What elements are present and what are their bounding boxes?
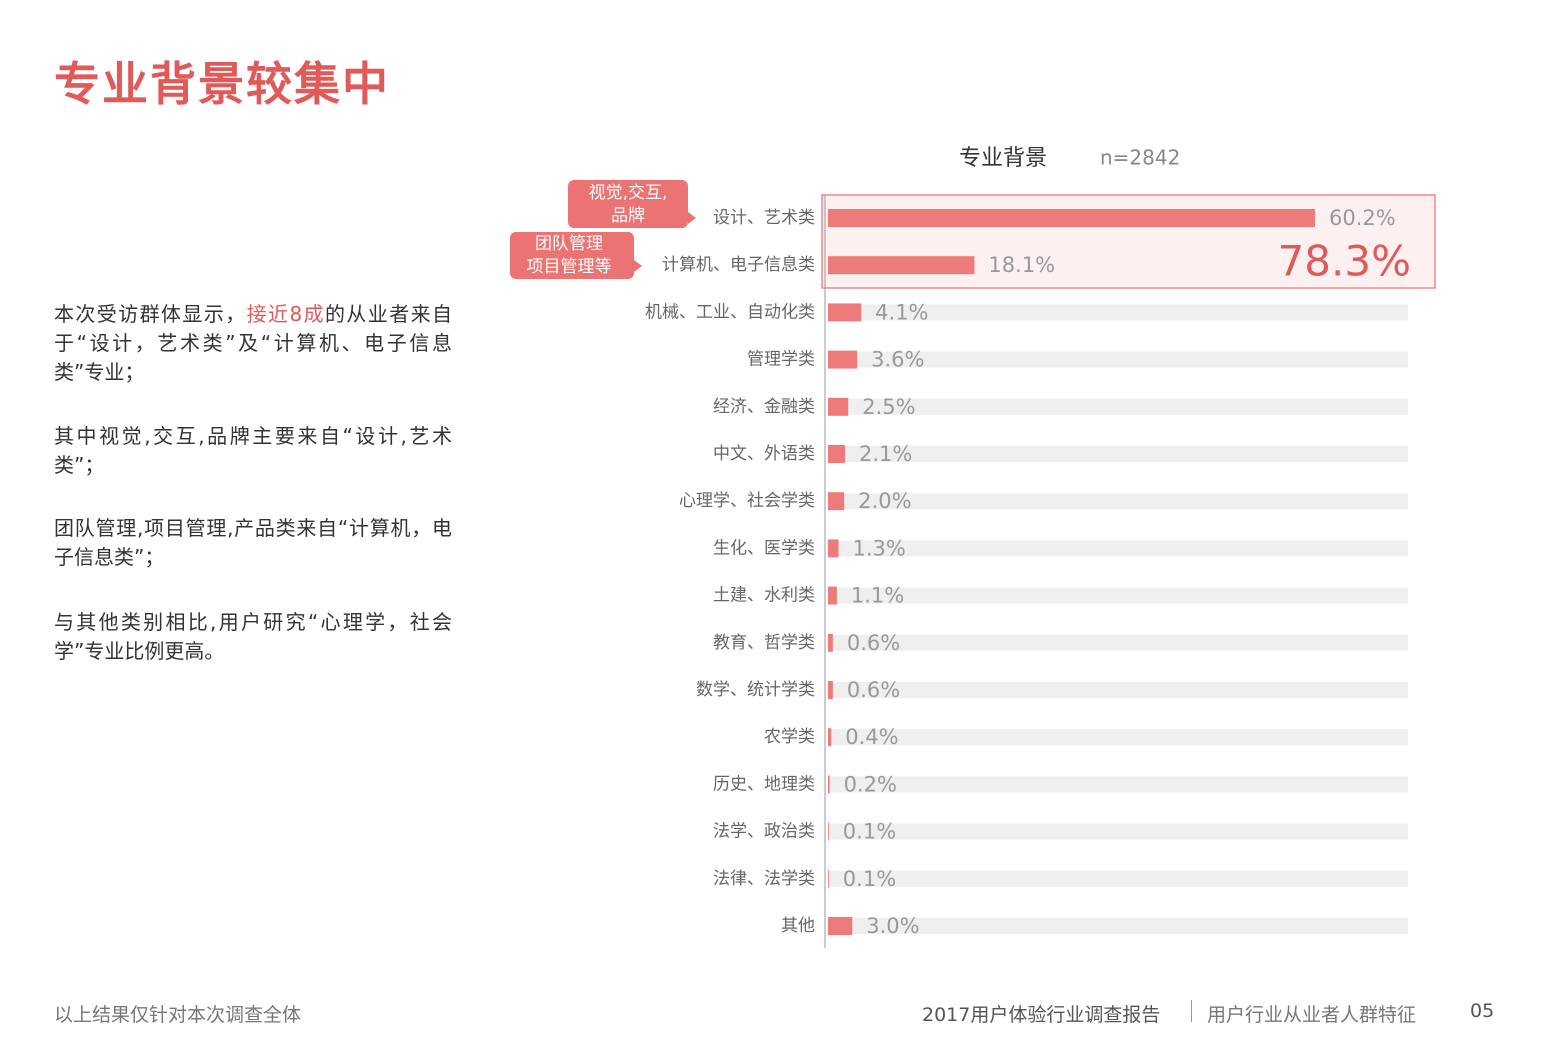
value-label: 60.2%: [1329, 206, 1396, 230]
chart-title: 专业背景: [959, 146, 1047, 171]
bar: [828, 303, 862, 322]
highlight-text: 接近8成: [246, 302, 325, 326]
bar-track: [828, 682, 1408, 698]
value-label: 2.1%: [859, 442, 912, 466]
category-label: 机械、工业、自动化类: [645, 302, 815, 322]
callout-box: [510, 232, 634, 279]
bar: [828, 822, 829, 841]
category-label: 管理学类: [747, 350, 815, 370]
callout: 视觉,交互, 品牌: [568, 180, 696, 228]
value-label: 3.0%: [866, 914, 919, 938]
bar: [828, 256, 975, 275]
category-label: 法学、政治类: [713, 822, 815, 842]
bar-track: [828, 351, 1408, 368]
bar: [828, 775, 830, 794]
value-label: 18.1%: [988, 253, 1055, 277]
bar-track: [828, 729, 1408, 746]
callout-box: [568, 180, 688, 228]
bar-track: [828, 304, 1408, 321]
category-label: 其他: [781, 916, 815, 936]
bar: [828, 633, 833, 652]
bar: [828, 681, 833, 699]
text: 团队管理,项目管理,产品类来自“计算机，电子信息类”；: [54, 516, 452, 569]
callout-arrow: [634, 260, 642, 272]
text: 的从业者来自于“设计，艺术类”及“计算机、电子信息类”专业；: [54, 302, 453, 384]
paragraph: 其中视觉,交互,品牌主要来自“设计,艺术类”；: [54, 422, 452, 480]
bar: [828, 728, 832, 747]
category-label: 法律、法学类: [713, 869, 815, 889]
bar-track: [828, 823, 1408, 840]
category-label: 生化、医学类: [713, 538, 815, 558]
category-label: 数学、统计学类: [696, 680, 815, 700]
text: 本次受访群体显示，: [54, 302, 247, 326]
callout-text: 项目管理等: [527, 257, 612, 277]
report-name: 2017用户体验行业调查报告: [922, 1004, 1161, 1026]
value-label: 1.1%: [851, 584, 904, 608]
category-label: 土建、水利类: [713, 586, 815, 606]
bar-track: [828, 493, 1408, 510]
bar-track: [828, 870, 1408, 887]
separator: [1191, 1000, 1192, 1022]
value-label: 2.0%: [858, 489, 911, 513]
bar: [828, 539, 839, 558]
bar-track: [828, 587, 1408, 604]
category-label: 设计、艺术类: [713, 208, 815, 228]
category-label: 农学类: [764, 727, 815, 747]
category-label: 中文、外语类: [713, 444, 815, 464]
bar-track: [828, 634, 1408, 651]
highlight-total: 78.3%: [1278, 237, 1411, 286]
callout-text: 视觉,交互,: [589, 183, 668, 203]
bar: [828, 209, 1316, 227]
bar-track: [828, 776, 1408, 793]
bar: [828, 397, 849, 416]
bar-track: [828, 540, 1408, 557]
value-label: 0.1%: [843, 820, 896, 844]
page-number: 05: [1470, 1000, 1495, 1022]
value-label: 4.1%: [875, 300, 928, 324]
paragraph: 团队管理,项目管理,产品类来自“计算机，电子信息类”；: [54, 514, 452, 572]
bars: 设计、艺术类 60.2% 计算机、电子信息类 18.1% 机械、工业、自动化类 4.1% 管…: [645, 206, 1408, 938]
text: 其中视觉,交互,品牌主要来自“设计,艺术类”；: [54, 424, 452, 477]
value-label: 0.6%: [847, 631, 900, 655]
category-label: 教育、哲学类: [713, 633, 815, 653]
category-label: 经济、金融类: [713, 397, 815, 417]
value-label: 3.6%: [871, 348, 924, 372]
bar: [828, 917, 853, 935]
text: 与其他类别相比,用户研究“心理学，社会学”专业比例更高。: [54, 610, 452, 663]
value-label: 0.1%: [843, 867, 896, 891]
callout-text: 团队管理: [535, 234, 603, 254]
value-label: 0.6%: [847, 678, 900, 702]
value-label: 1.3%: [853, 536, 906, 560]
footnote: 以上结果仅针对本次调查全体: [54, 1004, 302, 1026]
page-title: 专业背景较集中: [54, 57, 390, 111]
bar-track: [828, 446, 1408, 462]
paragraph: 与其他类别相比,用户研究“心理学，社会学”专业比例更高。: [54, 608, 452, 666]
bar: [828, 492, 845, 511]
bar: [828, 445, 845, 463]
callout: 团队管理 项目管理等: [510, 232, 642, 279]
callout-arrow: [688, 212, 696, 224]
callout-text: 品牌: [611, 206, 645, 226]
value-label: 0.4%: [845, 725, 898, 749]
value-label: 0.2%: [844, 772, 897, 796]
paragraph: 本次受访群体显示，接近8成的从业者来自于“设计，艺术类”及“计算机、电子信息类”…: [54, 300, 452, 387]
section-name: 用户行业从业者人群特征: [1207, 1004, 1417, 1026]
bar-track: [828, 918, 1408, 934]
value-label: 2.5%: [862, 395, 915, 419]
category-label: 计算机、电子信息类: [662, 255, 815, 275]
bar: [828, 586, 837, 605]
chart-subtitle: n=2842: [1100, 146, 1180, 170]
category-label: 历史、地理类: [713, 774, 815, 794]
bar: [828, 869, 829, 888]
bar-track: [828, 398, 1408, 415]
bar: [828, 350, 858, 369]
category-label: 心理学、社会学类: [679, 491, 815, 511]
